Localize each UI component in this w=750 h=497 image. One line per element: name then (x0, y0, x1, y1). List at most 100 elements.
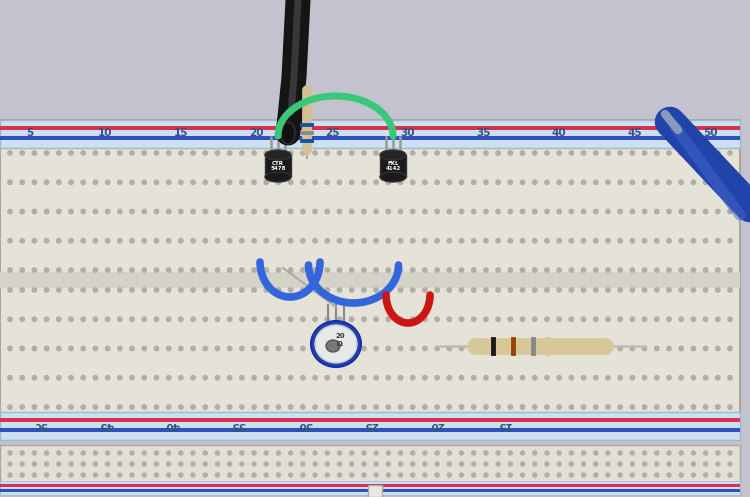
Circle shape (569, 405, 574, 409)
Circle shape (130, 317, 134, 322)
Circle shape (301, 180, 305, 184)
Circle shape (154, 473, 158, 477)
Circle shape (606, 473, 610, 477)
Circle shape (520, 346, 525, 351)
Circle shape (557, 317, 561, 322)
Circle shape (44, 288, 49, 292)
Circle shape (692, 239, 695, 243)
Circle shape (728, 462, 732, 466)
Circle shape (203, 268, 208, 272)
Circle shape (276, 209, 280, 214)
Circle shape (56, 346, 61, 351)
Circle shape (325, 376, 329, 380)
Circle shape (618, 346, 622, 351)
Circle shape (178, 376, 183, 380)
Circle shape (56, 209, 61, 214)
Circle shape (69, 473, 73, 477)
Circle shape (81, 462, 86, 466)
Circle shape (215, 151, 220, 155)
Circle shape (496, 288, 500, 292)
Circle shape (447, 288, 452, 292)
Circle shape (520, 239, 525, 243)
Circle shape (581, 151, 586, 155)
Circle shape (374, 209, 378, 214)
Circle shape (215, 317, 220, 322)
Circle shape (56, 288, 61, 292)
Circle shape (81, 239, 86, 243)
Circle shape (557, 151, 561, 155)
Circle shape (509, 288, 512, 292)
Circle shape (8, 451, 12, 455)
Circle shape (178, 239, 183, 243)
Circle shape (338, 180, 342, 184)
Circle shape (728, 376, 732, 380)
Circle shape (106, 239, 109, 243)
Circle shape (398, 151, 403, 155)
Circle shape (81, 451, 86, 455)
Circle shape (325, 268, 329, 272)
Circle shape (618, 209, 622, 214)
Circle shape (32, 209, 37, 214)
Circle shape (728, 473, 732, 477)
Text: 40: 40 (165, 420, 180, 430)
Circle shape (191, 451, 195, 455)
Circle shape (606, 239, 610, 243)
Circle shape (606, 209, 610, 214)
Circle shape (81, 317, 86, 322)
Circle shape (484, 209, 488, 214)
Circle shape (350, 376, 354, 380)
Circle shape (655, 462, 658, 466)
Circle shape (618, 239, 622, 243)
Circle shape (32, 317, 37, 322)
Text: 45: 45 (99, 420, 113, 430)
Circle shape (557, 451, 561, 455)
Text: 45: 45 (627, 128, 642, 138)
Circle shape (520, 462, 524, 466)
Circle shape (20, 462, 24, 466)
Circle shape (618, 317, 622, 322)
Circle shape (386, 180, 391, 184)
Circle shape (338, 268, 342, 272)
Circle shape (81, 405, 86, 409)
Circle shape (56, 239, 61, 243)
Circle shape (447, 473, 452, 477)
Circle shape (203, 376, 208, 380)
Text: 30: 30 (298, 420, 312, 430)
Circle shape (106, 151, 109, 155)
Circle shape (252, 376, 257, 380)
Circle shape (728, 151, 732, 155)
Circle shape (301, 462, 305, 466)
Circle shape (618, 405, 622, 409)
Circle shape (692, 376, 695, 380)
Circle shape (81, 209, 86, 214)
Circle shape (520, 180, 525, 184)
Circle shape (679, 288, 683, 292)
Circle shape (520, 317, 525, 322)
Circle shape (215, 180, 220, 184)
Circle shape (667, 268, 671, 272)
Circle shape (716, 317, 720, 322)
Circle shape (643, 151, 646, 155)
Circle shape (411, 451, 415, 455)
Circle shape (166, 451, 171, 455)
Circle shape (544, 239, 549, 243)
Circle shape (545, 462, 549, 466)
Circle shape (386, 376, 391, 380)
Circle shape (240, 209, 244, 214)
Circle shape (338, 473, 341, 477)
Circle shape (130, 209, 134, 214)
Circle shape (178, 473, 183, 477)
Circle shape (264, 151, 268, 155)
Circle shape (520, 288, 525, 292)
Circle shape (350, 462, 354, 466)
Circle shape (240, 405, 244, 409)
Circle shape (240, 376, 244, 380)
Circle shape (655, 239, 659, 243)
Circle shape (227, 151, 232, 155)
Circle shape (32, 462, 37, 466)
Circle shape (289, 317, 293, 322)
Circle shape (679, 180, 683, 184)
Circle shape (447, 317, 452, 322)
Circle shape (69, 376, 74, 380)
Circle shape (362, 268, 366, 272)
